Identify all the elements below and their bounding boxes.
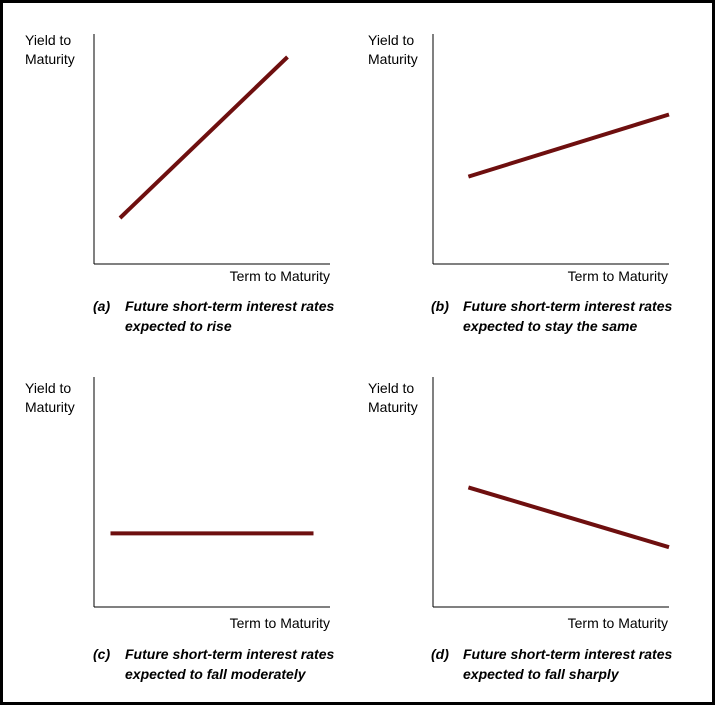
panel-a-caption-letter: (a) [93, 298, 110, 314]
panel-a-y-axis-label-line-2: Maturity [25, 51, 75, 67]
panel-d-y-axis-label-line-1: Yield to [368, 380, 414, 396]
panel-b-x-axis-label: Term to Maturity [568, 268, 668, 284]
panel-d-yield-curve-line [467, 485, 670, 550]
panel-c-y-axis-label-line-2: Maturity [25, 399, 75, 415]
panel-a-x-axis-label: Term to Maturity [230, 268, 330, 284]
panel-a-caption-line-1: Future short-term interest rates [125, 298, 334, 314]
panel-b-y-axis-label-line-1: Yield to [368, 32, 414, 48]
panel-a-y-axis-label-line-1: Yield to [25, 32, 71, 48]
panel-b-caption-line-2: expected to stay the same [463, 318, 638, 334]
yield-curve-figure: Yield to Maturity Term to Maturity (a) Futur… [25, 32, 672, 682]
panel-b-caption-letter: (b) [431, 298, 449, 314]
panel-d-caption-line-2: expected to fall sharply [463, 666, 620, 682]
panel-d-caption-letter: (d) [431, 646, 449, 662]
panel-b-yield-curve-line [467, 112, 670, 179]
panel-d-caption-line-1: Future short-term interest rates [463, 646, 672, 662]
panel-c-caption-line-1: Future short-term interest rates [125, 646, 334, 662]
panel-b-caption-line-1: Future short-term interest rates [463, 298, 672, 314]
panel-a-caption-line-2: expected to rise [125, 318, 232, 334]
panel-c-y-axis-label-line-1: Yield to [25, 380, 71, 396]
panel-d-x-axis-label: Term to Maturity [568, 615, 668, 631]
panel-a-yield-curve-line [118, 55, 289, 220]
panel-c-caption-letter: (c) [93, 646, 110, 662]
panel-c-caption-line-2: expected to fall moderately [125, 666, 307, 682]
panel-d-y-axis-label-line-2: Maturity [368, 399, 418, 415]
panel-c-x-axis-label: Term to Maturity [230, 615, 330, 631]
panel-b-y-axis-label-line-2: Maturity [368, 51, 418, 67]
